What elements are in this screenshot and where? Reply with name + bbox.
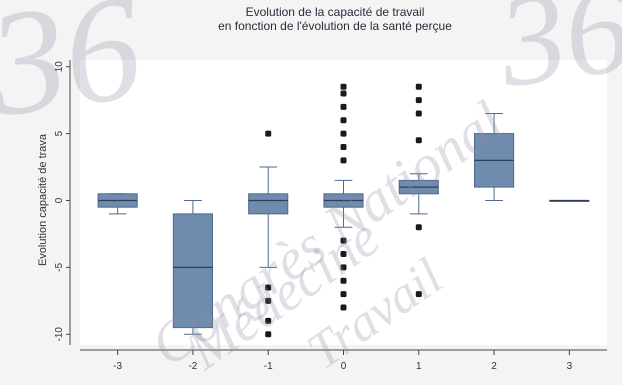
outlier-point [340, 237, 347, 244]
chart-title-line-1: Evolution de la capacité de travail [246, 5, 425, 19]
outlier-point [265, 317, 272, 324]
outlier-point [340, 304, 347, 311]
outlier-point [415, 224, 422, 231]
box-group [172, 199, 214, 335]
x-tick-label: -2 [188, 361, 197, 372]
x-tick-label: -3 [113, 361, 122, 372]
outlier-point [415, 83, 422, 90]
outlier-point [265, 297, 272, 304]
outlier-point [340, 264, 347, 271]
box-group [398, 83, 439, 298]
outlier-point [340, 157, 347, 164]
box-body [172, 213, 214, 329]
x-tick-label: 1 [416, 361, 422, 372]
outlier-point [340, 251, 347, 258]
outlier-point [340, 90, 347, 97]
x-tick-label: -1 [264, 361, 273, 372]
outlier-point [340, 130, 347, 137]
outlier-point [415, 110, 422, 117]
y-axis-label: Evolution capacité de trava [37, 133, 49, 266]
x-tick-label: 0 [341, 361, 347, 372]
y-tick-label: 5 [54, 130, 65, 136]
y-tick-label: 0 [54, 197, 65, 203]
outlier-point [340, 117, 347, 124]
outlier-point [265, 130, 272, 137]
outlier-point [265, 331, 272, 338]
outlier-point [340, 143, 347, 150]
x-tick-label: 2 [491, 361, 497, 372]
box-body [248, 193, 289, 215]
outlier-point [340, 291, 347, 298]
outlier-point [415, 291, 422, 298]
box-group [323, 83, 364, 311]
outlier-point [340, 277, 347, 284]
y-tick-label: 10 [54, 61, 65, 73]
outlier-point [415, 97, 422, 104]
box-group [97, 193, 138, 215]
box-group [549, 199, 590, 202]
outlier-point [415, 137, 422, 144]
outlier-point [340, 83, 347, 90]
box-group [248, 130, 289, 338]
chart-title-line-2: en fonction de l'évolution de la santé p… [218, 19, 452, 33]
outlier-point [265, 284, 272, 291]
x-tick-label: 3 [567, 361, 573, 372]
outlier-point [340, 103, 347, 110]
box-group [473, 113, 515, 201]
y-tick-label: -5 [54, 263, 65, 272]
y-tick-label: -10 [54, 327, 65, 342]
